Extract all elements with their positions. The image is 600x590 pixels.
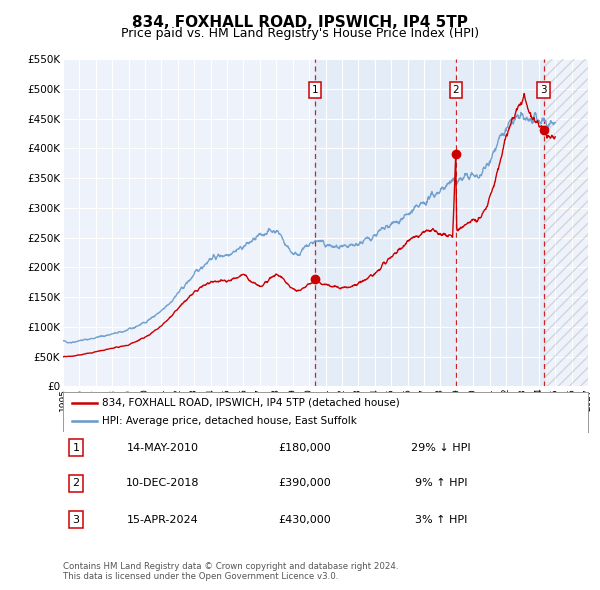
Text: 834, FOXHALL ROAD, IPSWICH, IP4 5TP (detached house): 834, FOXHALL ROAD, IPSWICH, IP4 5TP (det… [103,398,400,408]
Text: HPI: Average price, detached house, East Suffolk: HPI: Average price, detached house, East… [103,416,357,426]
Text: 29% ↓ HPI: 29% ↓ HPI [411,443,471,453]
Text: 10-DEC-2018: 10-DEC-2018 [126,478,199,488]
Text: 2: 2 [73,478,80,488]
Text: £180,000: £180,000 [278,443,331,453]
Text: 1: 1 [73,443,80,453]
Text: 834, FOXHALL ROAD, IPSWICH, IP4 5TP: 834, FOXHALL ROAD, IPSWICH, IP4 5TP [132,15,468,30]
Text: 3% ↑ HPI: 3% ↑ HPI [415,515,467,525]
Bar [544,59,588,386]
Text: £430,000: £430,000 [278,515,331,525]
Text: Price paid vs. HM Land Registry's House Price Index (HPI): Price paid vs. HM Land Registry's House … [121,27,479,40]
Text: £390,000: £390,000 [278,478,331,488]
Bar [315,59,544,386]
Text: 3: 3 [540,85,547,95]
Text: 15-APR-2024: 15-APR-2024 [127,515,199,525]
Text: 3: 3 [73,515,80,525]
Text: 14-MAY-2010: 14-MAY-2010 [127,443,199,453]
Text: 2: 2 [452,85,459,95]
Text: Contains HM Land Registry data © Crown copyright and database right 2024.
This d: Contains HM Land Registry data © Crown c… [63,562,398,581]
Text: 1: 1 [312,85,319,95]
Text: 9% ↑ HPI: 9% ↑ HPI [415,478,467,488]
Bar [544,59,588,386]
